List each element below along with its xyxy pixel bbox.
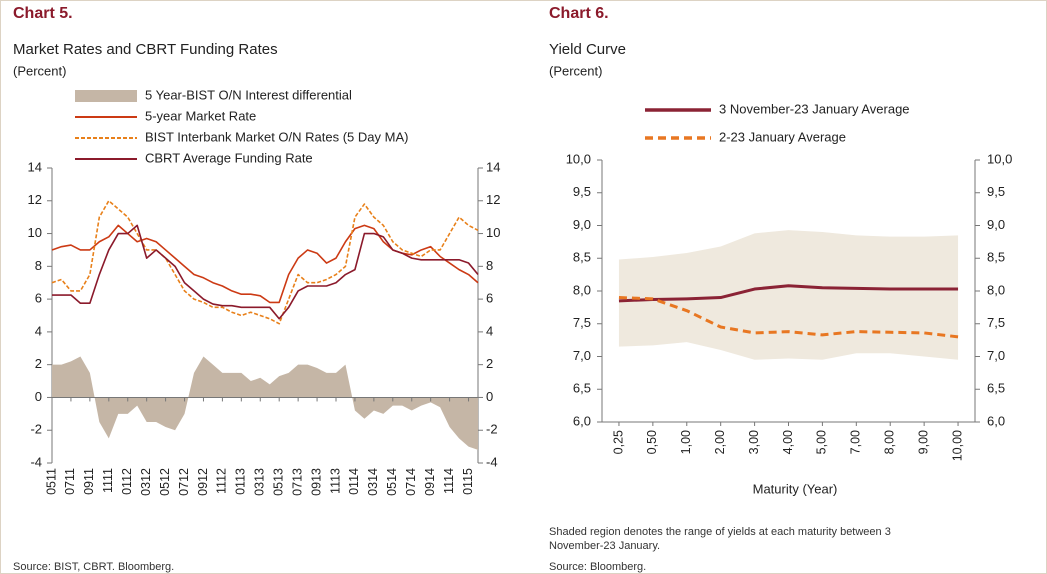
x-tick-label: 1111 <box>101 468 115 493</box>
y-tick-label: 6,5 <box>573 381 591 396</box>
y-tick-label: 12 <box>486 192 500 207</box>
y-tick-label: 4 <box>35 323 42 338</box>
y-tick-label: 14 <box>486 159 500 174</box>
y-tick-label: -4 <box>30 454 42 469</box>
y-tick-label: 6,0 <box>987 413 1005 428</box>
legend-label: CBRT Average Funding Rate <box>145 150 313 165</box>
legend-label: 5-year Market Rate <box>145 108 256 123</box>
y-tick-label: 14 <box>28 159 42 174</box>
chart-title: Chart 5. <box>13 5 73 22</box>
x-tick-label: 0312 <box>139 468 153 496</box>
legend-label: BIST Interbank Market O/N Rates (5 Day M… <box>145 129 408 144</box>
y-tick-label: 2 <box>486 356 493 371</box>
x-tick-label: 0914 <box>423 468 437 496</box>
y-tick-label: 6 <box>35 291 42 306</box>
x-tick-label: 5,00 <box>815 430 829 454</box>
x-tick-label: 0511 <box>44 468 58 495</box>
x-tick-label: 1112 <box>215 468 229 494</box>
x-tick-label: 10,00 <box>950 430 964 461</box>
chart-subtitle: Market Rates and CBRT Funding Rates <box>13 41 278 58</box>
y-tick-label: 10 <box>486 225 500 240</box>
y-tick-label: 0 <box>35 389 42 404</box>
chart-subtitle: Yield Curve <box>549 41 626 58</box>
y-tick-label: 8 <box>486 258 493 273</box>
line <box>618 284 959 303</box>
x-tick-label: 8,00 <box>883 430 897 454</box>
legend-label: 5 Year-BIST O/N Interest differential <box>145 87 352 102</box>
legend-label: 2-23 January Average <box>719 129 846 144</box>
x-tick-label: 0712 <box>177 468 191 496</box>
y-tick-label: 6 <box>486 291 493 306</box>
x-tick-label: 0513 <box>271 468 285 496</box>
y-tick-label: 9,5 <box>573 184 591 199</box>
y-tick-label: 0 <box>486 389 493 404</box>
x-tick-label: 9,00 <box>916 430 930 454</box>
x-tick-label: 0314 <box>366 468 380 496</box>
x-tick-label: 4,00 <box>781 430 795 454</box>
y-tick-label: 12 <box>28 192 42 207</box>
line <box>618 296 959 339</box>
line <box>52 224 479 320</box>
y-tick-label: 6,5 <box>987 381 1005 396</box>
x-tick-label: 0112 <box>120 468 134 495</box>
x-tick-label: 0512 <box>158 468 172 496</box>
y-tick-label: -4 <box>486 454 498 469</box>
y-tick-label: 8,0 <box>987 282 1005 297</box>
range-band <box>618 230 959 360</box>
x-tick-label: 0313 <box>253 468 267 496</box>
chart-unit: (Percent) <box>13 63 66 78</box>
y-tick-label: -2 <box>30 422 42 437</box>
y-tick-label: 8,5 <box>573 250 591 265</box>
x-tick-label: 0913 <box>309 468 323 496</box>
y-tick-label: 8,0 <box>573 282 591 297</box>
x-tick-label: 0911 <box>82 468 96 495</box>
line <box>51 199 479 325</box>
chart-unit: (Percent) <box>549 63 602 78</box>
area <box>52 356 478 450</box>
y-tick-label: 7,5 <box>573 315 591 330</box>
x-tick-label: 0912 <box>196 468 210 496</box>
y-tick-label: 4 <box>486 323 493 338</box>
x-tick-label: 0114 <box>347 468 361 495</box>
y-tick-label: 2 <box>35 356 42 371</box>
note: Shaded region denotes the range of yield… <box>549 526 891 538</box>
y-tick-label: 10,0 <box>987 151 1012 166</box>
x-tick-label: 1,00 <box>679 430 693 454</box>
y-tick-label: 9,0 <box>573 217 591 232</box>
y-tick-label: 6,0 <box>573 413 591 428</box>
y-tick-label: 10 <box>28 225 42 240</box>
y-tick-label: 8,5 <box>987 250 1005 265</box>
x-axis-label: Maturity (Year) <box>753 481 838 496</box>
x-tick-label: 0713 <box>290 468 304 496</box>
y-tick-label: 10,0 <box>566 151 591 166</box>
x-tick-label: 0,25 <box>611 430 625 454</box>
y-tick-label: 7,5 <box>987 315 1005 330</box>
x-tick-label: 0514 <box>385 468 399 496</box>
legend-swatch <box>75 90 137 102</box>
y-tick-label: 9,0 <box>987 217 1005 232</box>
x-tick-label: 0115 <box>461 468 475 495</box>
x-tick-label: 1113 <box>328 468 342 494</box>
x-tick-label: 1114 <box>442 468 456 494</box>
y-tick-label: 9,5 <box>987 184 1005 199</box>
note: November-23 January. <box>549 540 660 552</box>
x-tick-label: 0113 <box>234 468 248 495</box>
line <box>51 224 479 304</box>
x-tick-label: 2,00 <box>713 430 727 454</box>
y-tick-label: 7,0 <box>987 348 1005 363</box>
legend-label: 3 November-23 January Average <box>719 101 910 116</box>
x-tick-label: 0711 <box>63 468 77 495</box>
x-tick-label: 0714 <box>404 468 418 496</box>
chart-title: Chart 6. <box>549 5 609 22</box>
y-tick-label: -2 <box>486 422 498 437</box>
source: Source: Bloomberg. <box>549 561 646 573</box>
x-tick-label: 3,00 <box>747 430 761 454</box>
x-tick-label: 0,50 <box>645 430 659 454</box>
y-tick-label: 7,0 <box>573 348 591 363</box>
y-tick-label: 8 <box>35 258 42 273</box>
x-tick-label: 7,00 <box>849 430 863 454</box>
source: Source: BIST, CBRT. Bloomberg. <box>13 561 174 573</box>
